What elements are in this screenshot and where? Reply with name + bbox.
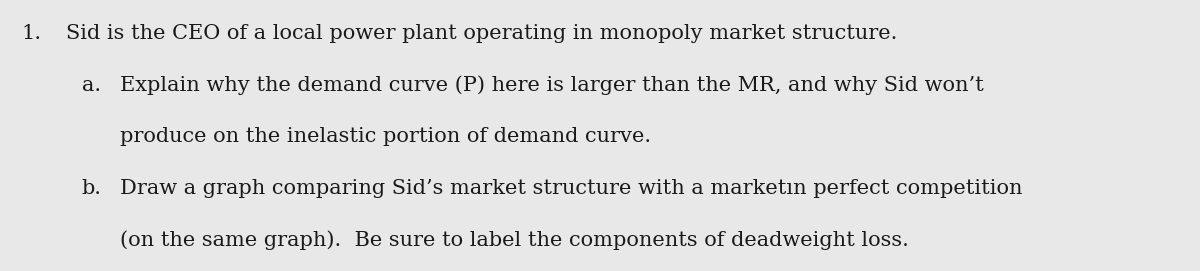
Text: b.: b. — [82, 179, 102, 198]
Text: produce on the inelastic portion of demand curve.: produce on the inelastic portion of dema… — [120, 127, 652, 146]
Text: (on the same graph).  Be sure to label the components of deadweight loss.: (on the same graph). Be sure to label th… — [120, 230, 908, 250]
Text: Draw a graph comparing Sid’s market structure with a marketın perfect competitio: Draw a graph comparing Sid’s market stru… — [120, 179, 1022, 198]
Text: 1.: 1. — [22, 24, 42, 43]
Text: a.: a. — [82, 76, 101, 95]
Text: Sid is the CEO of a local power plant operating in monopoly market structure.: Sid is the CEO of a local power plant op… — [66, 24, 898, 43]
Text: Explain why the demand curve (P) here is larger than the MR, and why Sid won’t: Explain why the demand curve (P) here is… — [120, 76, 984, 95]
